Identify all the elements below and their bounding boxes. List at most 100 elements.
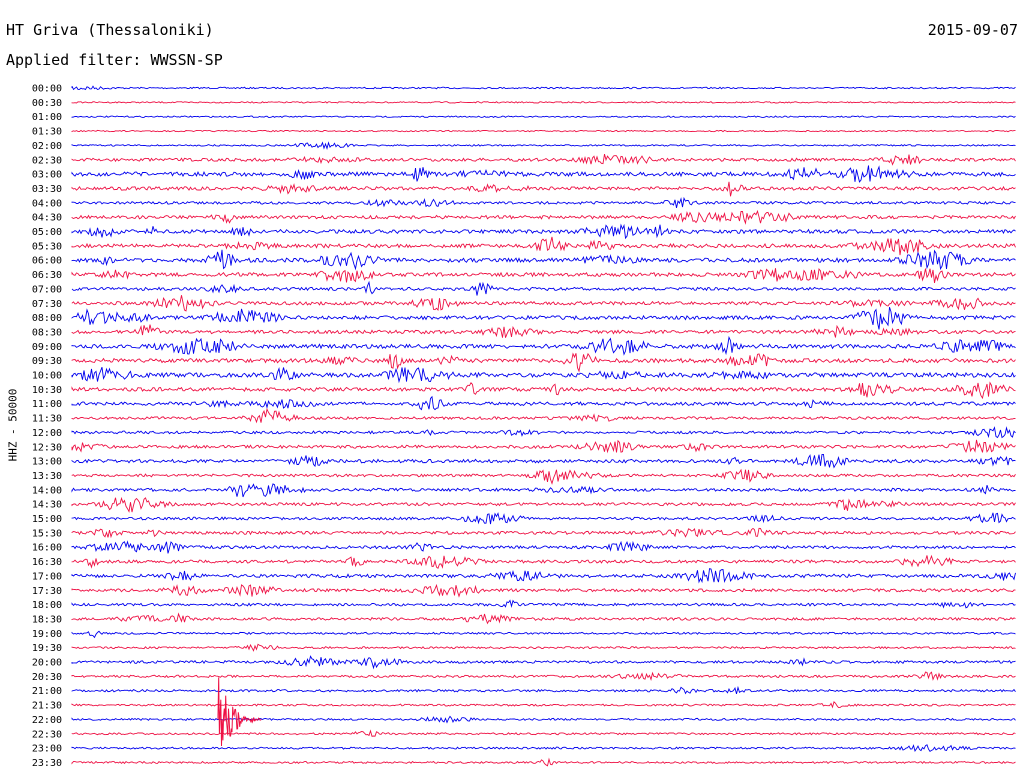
seismic-trace (71, 209, 1016, 225)
seismic-trace (71, 223, 1016, 240)
seismic-trace (71, 483, 1016, 498)
seismic-trace (71, 685, 1016, 695)
seismic-trace (71, 249, 1016, 271)
seismic-trace (71, 115, 1016, 118)
trace-time-label: 10:00 (32, 371, 62, 382)
trace-time-label: 09:00 (32, 342, 62, 353)
seismic-trace (71, 599, 1016, 609)
trace-time-label: 16:30 (32, 557, 62, 568)
seismic-trace (71, 85, 1016, 91)
seismic-trace (71, 295, 1016, 312)
trace-time-label: 19:30 (32, 643, 62, 654)
seismic-trace (71, 141, 1016, 150)
trace-time-label: 18:30 (32, 614, 62, 625)
seismic-trace (71, 568, 1016, 584)
trace-time-label: 00:30 (32, 98, 62, 109)
trace-time-label: 13:30 (32, 471, 62, 482)
trace-time-label: 06:00 (32, 256, 62, 267)
trace-time-label: 15:30 (32, 528, 62, 539)
seismic-trace (71, 352, 1016, 373)
filter-label: Applied filter: WWSSN-SP (6, 51, 223, 69)
trace-time-label: 16:00 (32, 543, 62, 554)
seismic-trace (71, 554, 1016, 570)
seismic-trace (71, 527, 1016, 539)
seismic-trace (71, 280, 1016, 296)
seismic-trace (71, 744, 1016, 753)
seismic-trace (71, 612, 1016, 625)
seismic-trace (71, 407, 1016, 424)
seismic-trace (71, 583, 1016, 598)
seismic-trace (71, 439, 1016, 454)
seismic-trace (71, 700, 1016, 709)
trace-time-label: 15:00 (32, 514, 62, 525)
trace-time-label: 23:00 (32, 744, 62, 755)
seismic-trace (71, 426, 1016, 439)
seismic-trace (71, 181, 1016, 197)
seismic-trace (71, 757, 1016, 767)
trace-time-label: 07:00 (32, 284, 62, 295)
trace-time-label: 01:00 (32, 112, 62, 123)
seismic-trace (71, 630, 1016, 639)
trace-time-label: 00:00 (32, 84, 62, 95)
seismic-trace (71, 453, 1016, 469)
seismic-trace (71, 306, 1016, 330)
record-date: 2015-09-07 (927, 21, 1018, 39)
trace-time-label: 05:00 (32, 227, 62, 238)
seismic-trace (71, 540, 1016, 554)
seismic-trace (71, 153, 1016, 166)
seismic-trace (71, 671, 1016, 681)
seismic-trace (71, 101, 1016, 104)
seismic-trace (71, 129, 1016, 133)
seismic-trace (71, 715, 1016, 724)
trace-time-label: 05:30 (32, 241, 62, 252)
seismic-trace (71, 655, 1016, 670)
trace-time-label: 08:00 (32, 313, 62, 324)
trace-time-label: 12:30 (32, 442, 62, 453)
seismic-trace (71, 395, 1016, 411)
seismic-trace (71, 468, 1016, 485)
trace-time-label: 20:30 (32, 672, 62, 683)
trace-time-label: 14:30 (32, 500, 62, 511)
seismic-trace (71, 324, 1016, 338)
trace-time-label: 13:00 (32, 457, 62, 468)
seismic-trace (71, 496, 1016, 513)
trace-time-label: 14:00 (32, 485, 62, 496)
station-title: HT Griva (Thessaloniki) (6, 21, 214, 39)
trace-time-label: 21:30 (32, 701, 62, 712)
seismic-trace (71, 165, 1016, 183)
seismic-trace (71, 512, 1016, 525)
trace-time-label: 06:30 (32, 270, 62, 281)
trace-time-label: 08:30 (32, 327, 62, 338)
trace-time-label: 04:30 (32, 213, 62, 224)
trace-time-label: 03:00 (32, 170, 62, 181)
trace-time-label: 22:30 (32, 729, 62, 740)
trace-time-label: 12:00 (32, 428, 62, 439)
trace-time-label: 18:00 (32, 600, 62, 611)
trace-time-label: 21:00 (32, 686, 62, 697)
trace-time-label: 17:00 (32, 571, 62, 582)
seismic-trace (71, 236, 1016, 256)
seismic-trace (71, 335, 1016, 356)
seismic-trace (71, 267, 1016, 283)
trace-time-label: 04:00 (32, 198, 62, 209)
channel-label: HHZ - 50000 (6, 388, 20, 462)
trace-time-label: 01:30 (32, 127, 62, 138)
trace-time-label: 20:00 (32, 658, 62, 669)
seismic-trace (71, 643, 1016, 652)
trace-time-label: 22:00 (32, 715, 62, 726)
trace-time-label: 03:30 (32, 184, 62, 195)
trace-time-label: 11:00 (32, 399, 62, 410)
trace-time-label: 23:30 (32, 758, 62, 769)
earthquake-event-trace (217, 677, 262, 747)
trace-time-label: 02:30 (32, 155, 62, 166)
seismic-trace (71, 367, 1016, 384)
trace-time-label: 07:30 (32, 299, 62, 310)
trace-time-label: 02:00 (32, 141, 62, 152)
seismic-trace (71, 196, 1016, 208)
seismic-trace (71, 381, 1016, 400)
trace-time-label: 11:30 (32, 414, 62, 425)
trace-time-label: 10:30 (32, 385, 62, 396)
seismic-trace (71, 729, 1016, 737)
trace-time-label: 19:00 (32, 629, 62, 640)
